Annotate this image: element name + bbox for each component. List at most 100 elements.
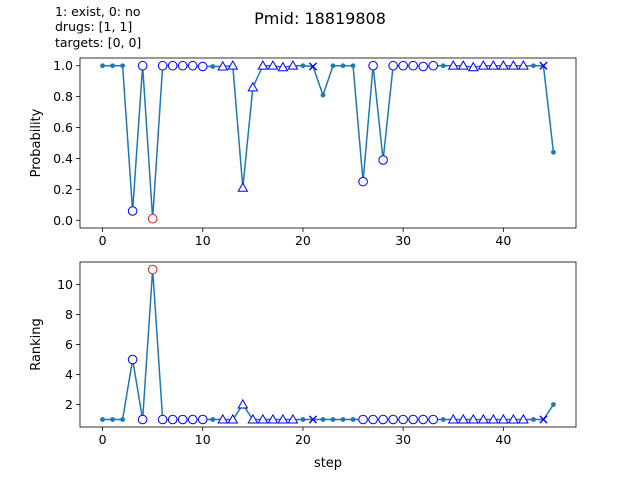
point-triangle: [457, 60, 469, 70]
point-dot: [300, 417, 306, 422]
point-circle: [187, 60, 198, 71]
point-triangle: [267, 413, 279, 424]
point-triangle: [257, 60, 269, 70]
point-circle: [428, 414, 439, 425]
point-dot: [100, 417, 105, 422]
point-circle: [368, 414, 378, 425]
point-triangle: [477, 60, 489, 70]
point-circle: [177, 414, 188, 425]
x-tick-label: 40: [495, 432, 511, 447]
x-tick-label: 30: [395, 233, 411, 248]
point-dot: [320, 417, 326, 422]
point-circle: [167, 414, 178, 425]
point-circle: [197, 61, 208, 72]
point-circle: [167, 60, 178, 71]
point-triangle: [467, 413, 479, 424]
ranking-panel: 0 10 20 30 40 2 4 6 8 10 Ranking: [29, 261, 577, 447]
legend-line-2: drugs: [1, 1]: [55, 19, 132, 34]
y-axis-label: Ranking: [29, 318, 44, 371]
point-circle: [418, 61, 428, 72]
point-x: [539, 415, 548, 424]
legend-line-1: 1: exist, 0: no: [55, 4, 141, 19]
y-tick-label: 1.0: [53, 58, 73, 73]
point-circle: [358, 176, 368, 187]
point-triangle: [507, 60, 519, 70]
point-triangle: [517, 413, 529, 424]
point-circle: [388, 60, 398, 71]
point-triangle: [477, 413, 489, 424]
x-tick-label: 0: [99, 233, 107, 248]
probability-panel: 0 10 20 30 40 0.0 0.2 0.4 0.6 0.8 1.0 Probability: [29, 57, 577, 248]
y-tick-label: 0.6: [53, 120, 73, 135]
point-circle: [157, 414, 168, 425]
point-dot: [330, 417, 336, 422]
point-dot: [350, 417, 356, 422]
y-tick-label: 0.4: [53, 151, 73, 166]
point-triangle: [257, 413, 269, 424]
y-tick-label: 10: [57, 277, 73, 292]
point-circle: [408, 414, 418, 425]
point-dot: [100, 63, 105, 69]
point-circle: [358, 414, 368, 425]
point-circle: [398, 414, 408, 425]
point-circle: [418, 414, 428, 425]
point-triangle: [507, 413, 519, 424]
point-dot: [110, 417, 115, 422]
point-dot: [531, 63, 536, 69]
series-line: [102, 269, 555, 421]
point-circle: [157, 60, 168, 71]
point-dot: [440, 417, 446, 422]
x-tick-label: 30: [395, 432, 411, 447]
point-circle: [388, 414, 398, 425]
point-triangle: [247, 81, 259, 92]
axes-frame: [79, 57, 577, 229]
point-x: [539, 61, 548, 70]
y-tick-label: 0.0: [53, 213, 73, 228]
y-tick-label: 2: [65, 397, 73, 412]
point-circle: [398, 60, 408, 71]
point-triangle: [287, 413, 299, 424]
point-circle: [187, 414, 198, 425]
y-axis-label: Probability: [29, 108, 44, 177]
point-triangle: [267, 60, 279, 70]
y-tick-label: 6: [65, 337, 73, 352]
point-triangle: [247, 413, 259, 424]
point-dot: [120, 417, 125, 422]
point-triangle: [287, 60, 299, 70]
x-tick-label: 10: [195, 432, 211, 447]
point-triangle: [277, 413, 289, 424]
point-triangle: [227, 413, 239, 424]
chart-title: Pmid: 18819808: [254, 9, 386, 28]
point-dot: [551, 149, 556, 155]
legend-line-3: targets: [0, 0]: [55, 35, 141, 50]
point-triangle: [457, 413, 469, 424]
point-dot: [210, 64, 216, 69]
point-circle: [378, 155, 388, 165]
point-dot: [300, 63, 306, 69]
y-tick-label: 0.2: [53, 182, 73, 197]
x-tick-label: 0: [99, 432, 107, 447]
x-tick-label: 10: [195, 233, 211, 248]
point-dot: [110, 63, 115, 69]
point-dot: [330, 63, 336, 69]
point-circle: [408, 60, 418, 71]
point-dot: [210, 417, 216, 422]
point-triangle: [237, 182, 249, 192]
point-triangle: [487, 60, 499, 70]
point-circle-red: [147, 213, 158, 224]
point-dot: [350, 63, 356, 69]
point-x: [308, 62, 318, 71]
point-dot: [440, 63, 446, 69]
point-circle: [197, 414, 208, 425]
point-dot: [120, 63, 125, 69]
point-circle-red: [147, 264, 158, 275]
point-circle: [127, 354, 138, 365]
point-triangle: [467, 61, 479, 72]
series-line: [102, 64, 555, 219]
point-triangle: [227, 60, 239, 70]
y-tick-label: 8: [65, 307, 73, 322]
point-dot: [551, 402, 556, 407]
point-triangle: [497, 413, 509, 424]
point-circle: [137, 414, 148, 425]
